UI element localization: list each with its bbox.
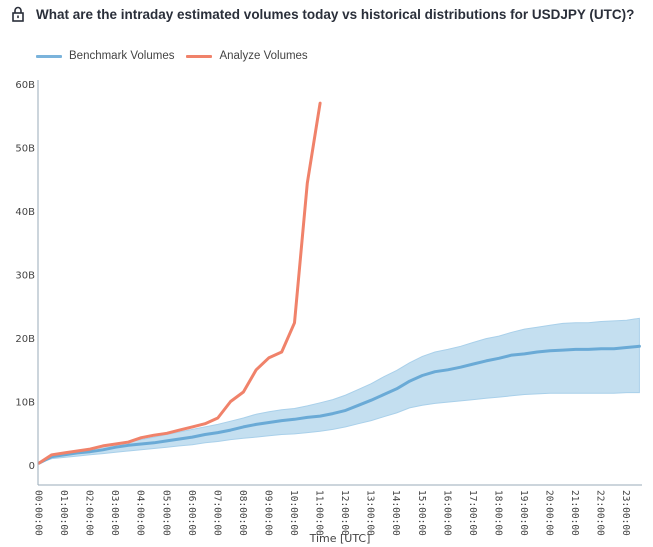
x-tick-label: 13:00:00 — [365, 490, 376, 536]
legend-swatch-analyze — [186, 54, 213, 58]
legend-label-benchmark: Benchmark Volumes — [69, 50, 175, 62]
y-tick-label: 40B — [15, 207, 35, 218]
x-tick-label: 00:00:00 — [33, 490, 44, 536]
x-tick-label: 03:00:00 — [109, 490, 120, 536]
x-tick-label: 04:00:00 — [135, 490, 146, 536]
x-tick-label: 07:00:00 — [211, 490, 222, 536]
x-tick-label: 01:00:00 — [58, 490, 69, 536]
x-axis-title: Time [UTC] — [309, 532, 371, 545]
legend: Benchmark Volumes Analyze Volumes — [36, 50, 320, 62]
y-tick-label: 10B — [15, 398, 35, 409]
x-tick-label: 10:00:00 — [288, 490, 299, 536]
y-tick-label: 60B — [15, 80, 35, 91]
legend-item-analyze[interactable]: Analyze Volumes — [186, 50, 308, 62]
benchmark-volumes-band — [38, 317, 640, 464]
chart-title: What are the intraday estimated volumes … — [36, 6, 635, 22]
y-tick-label: 30B — [15, 271, 35, 282]
x-tick-label: 06:00:00 — [186, 490, 197, 536]
x-tick-label: 17:00:00 — [467, 490, 478, 536]
x-tick-label: 05:00:00 — [160, 490, 171, 536]
x-tick-label: 22:00:00 — [595, 490, 606, 536]
x-tick-label: 16:00:00 — [441, 490, 452, 536]
legend-item-benchmark[interactable]: Benchmark Volumes — [36, 50, 174, 62]
x-tick-label: 19:00:00 — [518, 490, 529, 536]
chart-header: What are the intraday estimated volumes … — [10, 6, 634, 22]
x-tick-label: 12:00:00 — [339, 490, 350, 536]
x-tick-label: 21:00:00 — [569, 490, 580, 536]
line-layer — [37, 101, 641, 465]
x-tick-label: 09:00:00 — [262, 490, 273, 536]
x-tick-label: 11:00:00 — [314, 490, 325, 536]
x-tick-label: 18:00:00 — [492, 490, 503, 536]
band-layer — [38, 317, 640, 464]
x-tick-label: 14:00:00 — [390, 490, 401, 536]
x-tick-label: 20:00:00 — [544, 490, 555, 536]
lock-icon — [12, 6, 24, 22]
y-tick-label: 20B — [15, 334, 35, 345]
legend-swatch-benchmark — [36, 54, 62, 58]
y-tick-label: 50B — [15, 144, 35, 155]
legend-label-analyze: Analyze Volumes — [219, 50, 308, 62]
x-tick-label: 23:00:00 — [620, 490, 631, 536]
x-tick-label: 15:00:00 — [416, 490, 427, 536]
y-tick-label: 0 — [29, 461, 35, 472]
x-tick-label: 08:00:00 — [237, 490, 248, 536]
axis-layer: 0 10B 20B 30B 40B 50B 60B 00:00:00 01:00:00 02:00… — [15, 80, 642, 536]
x-tick-label: 02:00:00 — [84, 490, 95, 536]
analyze-volumes-line — [37, 101, 322, 465]
benchmark-volumes-line — [37, 344, 641, 465]
